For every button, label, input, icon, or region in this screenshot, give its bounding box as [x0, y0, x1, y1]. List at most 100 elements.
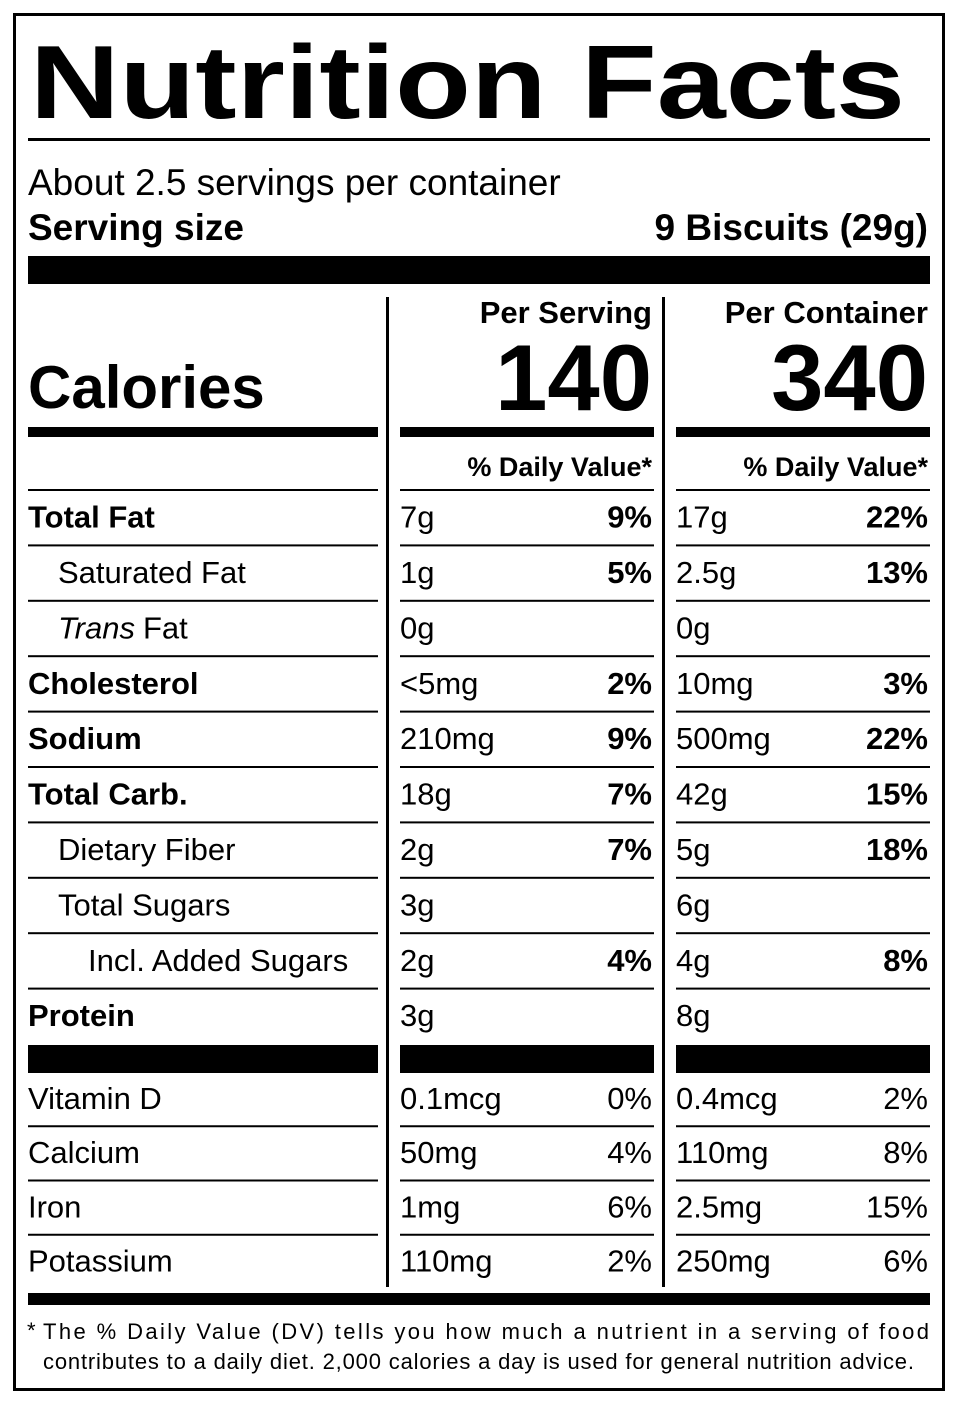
rule	[400, 655, 654, 658]
amount: 8g	[676, 998, 710, 1033]
thick-bar	[28, 256, 930, 284]
daily-value: 8%	[883, 943, 928, 978]
rule	[676, 710, 930, 713]
amount: 3g	[400, 887, 434, 922]
daily-value: 2%	[607, 666, 652, 701]
rule	[400, 1125, 654, 1128]
amount: 110mg	[400, 1244, 493, 1279]
amount: 5g	[676, 832, 710, 867]
rule	[400, 599, 654, 602]
daily-value: 2%	[607, 1244, 652, 1279]
amount: 3g	[400, 998, 434, 1033]
nutrient-name: Saturated Fat	[58, 555, 246, 590]
rule	[676, 821, 930, 824]
servings-per-container: About 2.5 servings per container	[28, 162, 561, 203]
daily-value: 8%	[883, 1135, 928, 1170]
rule	[28, 766, 378, 768]
rule	[28, 1125, 378, 1128]
rule	[400, 821, 654, 824]
daily-value: 9%	[607, 721, 652, 756]
calories-bar	[400, 427, 654, 437]
nutrient-name: Potassium	[28, 1244, 173, 1279]
rule	[676, 876, 930, 879]
rule	[676, 1125, 930, 1128]
amount: 1g	[400, 555, 434, 590]
daily-value: 5%	[607, 555, 652, 590]
amount: 0.4mcg	[676, 1081, 778, 1116]
nutrient-name: Total Carb.	[28, 777, 188, 812]
daily-value: 15%	[866, 777, 928, 812]
column-heading: Per Container	[725, 295, 928, 330]
calories-value: 140	[495, 325, 652, 430]
rule	[28, 1179, 378, 1182]
rule	[28, 655, 378, 658]
rule	[28, 544, 378, 547]
rule	[676, 599, 930, 602]
daily-value: 22%	[866, 500, 928, 535]
nutrient-name: Calcium	[28, 1135, 140, 1170]
nutrient-name-italic: Trans	[58, 610, 135, 645]
daily-value: 9%	[607, 500, 652, 535]
rule	[400, 766, 654, 768]
daily-value: 7%	[607, 777, 652, 812]
amount: 110mg	[676, 1135, 769, 1170]
daily-value: 3%	[883, 666, 928, 701]
thick-bar	[28, 1293, 930, 1305]
rule	[676, 489, 930, 491]
rule	[28, 599, 378, 602]
daily-value: 13%	[866, 555, 928, 590]
footnote-line: The % Daily Value (DV) tells you how muc…	[43, 1319, 929, 1344]
amount: 10mg	[676, 666, 754, 701]
daily-value: 18%	[866, 832, 928, 867]
daily-value: 15%	[866, 1189, 928, 1224]
amount: 210mg	[400, 721, 495, 756]
rule	[676, 544, 930, 547]
amount: 7g	[400, 500, 434, 535]
footnote-marker: *	[27, 1318, 36, 1343]
serving-size-value: 9 Biscuits (29g)	[655, 207, 928, 248]
serving-size-label: Serving size	[28, 207, 244, 248]
rule	[28, 821, 378, 824]
calories-label: Calories	[28, 354, 265, 421]
nutrient-name: Cholesterol	[28, 666, 199, 701]
rule	[676, 1233, 930, 1236]
daily-value: 4%	[607, 1135, 652, 1170]
column-heading: Per Serving	[480, 295, 652, 330]
rule	[676, 655, 930, 658]
rule	[676, 932, 930, 935]
nutrient-name: Total Fat	[28, 500, 155, 535]
amount: 2g	[400, 832, 434, 867]
daily-value: 6%	[883, 1244, 928, 1279]
rule	[400, 932, 654, 935]
nutrient-name: Vitamin D	[28, 1081, 162, 1116]
daily-value-heading: % Daily Value*	[467, 452, 652, 482]
column-divider	[662, 297, 665, 1287]
rule	[676, 987, 930, 990]
daily-value: 4%	[607, 943, 652, 978]
nutrient-name: Trans Fat	[58, 610, 188, 645]
rule	[28, 1233, 378, 1236]
rule	[28, 489, 378, 491]
daily-value: 6%	[607, 1189, 652, 1224]
daily-value-heading: % Daily Value*	[743, 452, 928, 482]
daily-value: 2%	[883, 1081, 928, 1116]
calories-bar	[28, 427, 378, 437]
amount: 17g	[676, 500, 728, 535]
rule	[400, 876, 654, 879]
daily-value: 7%	[607, 832, 652, 867]
amount: 2.5g	[676, 555, 736, 590]
amount: <5mg	[400, 666, 478, 701]
amount: 0g	[400, 610, 434, 645]
rule	[400, 1233, 654, 1236]
amount: 42g	[676, 777, 728, 812]
rule	[400, 1179, 654, 1182]
thick-bar	[400, 1045, 654, 1073]
footnote-line: contributes to a daily diet. 2,000 calor…	[43, 1349, 914, 1374]
calories-value: 340	[771, 325, 928, 430]
amount: 50mg	[400, 1135, 478, 1170]
nutrient-name: Dietary Fiber	[58, 832, 235, 867]
rule	[28, 710, 378, 713]
amount: 500mg	[676, 721, 771, 756]
